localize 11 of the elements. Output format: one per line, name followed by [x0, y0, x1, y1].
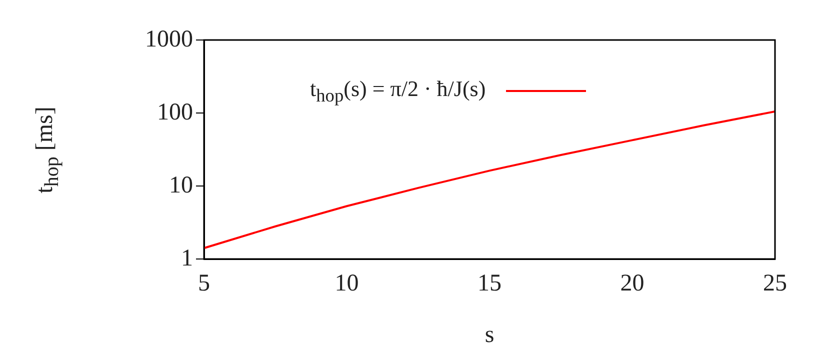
- x-tick-label: 10: [334, 270, 359, 297]
- y-tick-label: 10: [169, 172, 193, 198]
- y-tick-label: 1000: [145, 26, 193, 52]
- legend-label: t$_{hop}$(s) = π/2 · ħ/J(s): [310, 76, 486, 106]
- x-tick-label: 5: [198, 270, 210, 297]
- y-tick-label: 1: [181, 245, 193, 272]
- x-axis-title: s: [484, 322, 494, 348]
- x-tick-label: 20: [620, 270, 644, 297]
- y-tick-label: 100: [157, 99, 193, 126]
- x-tick-label: 25: [763, 270, 787, 297]
- x-tick-label: 15: [478, 270, 502, 297]
